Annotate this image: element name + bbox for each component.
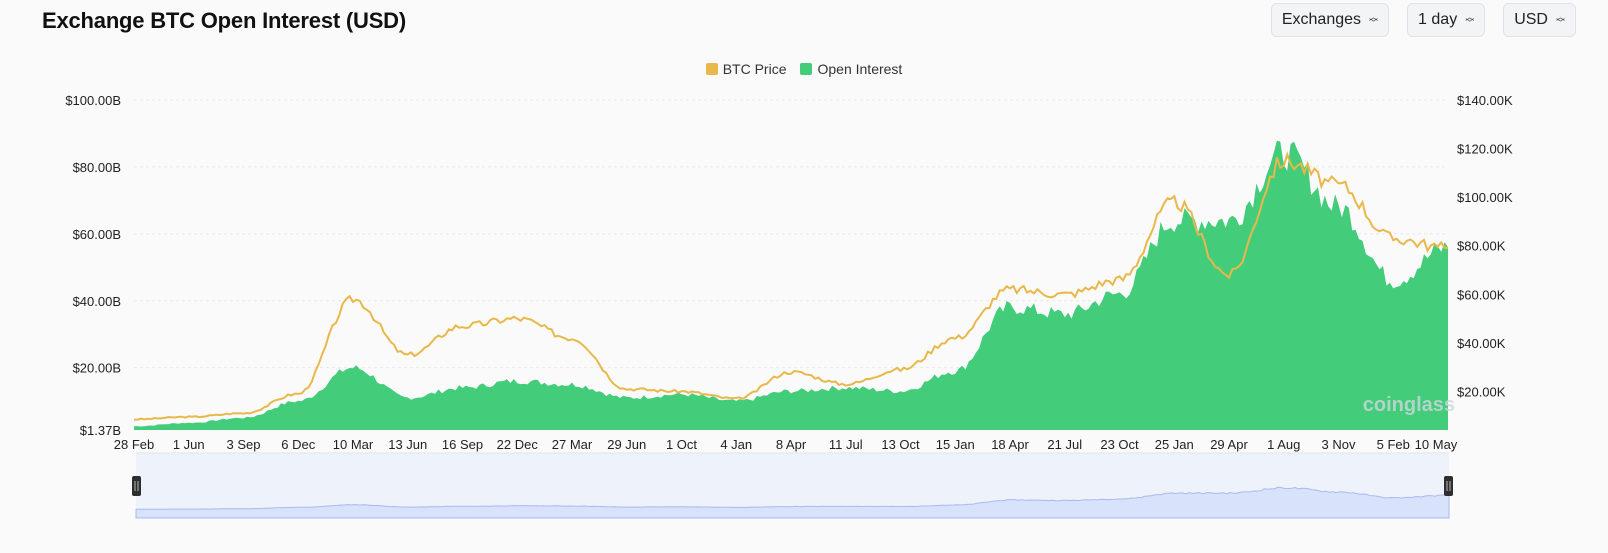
grid-lines [134, 99, 1448, 369]
x-axis-tick-label: 8 Apr [776, 437, 807, 452]
x-axis-tick-label: 1 Jun [173, 437, 205, 452]
chart-controls: Exchanges ︿ ﹀ 1 day ︿ ﹀ USD ︿ ﹀ [1270, 3, 1576, 37]
left-axis-tick-label: $1.37B [80, 423, 121, 438]
x-axis-tick-label: 5 Feb [1377, 437, 1410, 452]
legend-label-btc-price: BTC Price [722, 61, 787, 77]
x-axis-tick-label: 10 Mar [333, 437, 374, 452]
left-axis-tick-label: $60.00B [73, 227, 121, 242]
btc-price-line [133, 151, 1449, 421]
x-axis-tick-label: 6 Dec [281, 437, 315, 452]
chart-legend: BTC Price Open Interest [0, 61, 1608, 77]
right-axis-tick-label: $100.00K [1457, 190, 1513, 205]
plot-area [133, 140, 1449, 430]
x-axis-tick-label: 29 Jun [607, 437, 646, 452]
exchanges-select[interactable]: Exchanges ︿ ﹀ [1270, 3, 1390, 37]
exchanges-select-value: Exchanges [1281, 11, 1362, 28]
x-axis-tick-label: 29 Apr [1210, 437, 1248, 452]
interval-select[interactable]: 1 day ︿ ﹀ [1407, 3, 1486, 37]
legend-item-btc-price[interactable]: BTC Price [705, 61, 787, 77]
right-axis-tick-label: $20.00K [1457, 384, 1506, 399]
x-axis-tick-label: 23 Oct [1100, 437, 1139, 452]
x-axis-tick-label: 21 Jul [1047, 437, 1082, 452]
watermark-text: coinglass [1363, 394, 1455, 416]
interval-select-value: 1 day [1418, 11, 1458, 28]
page-title: Exchange BTC Open Interest (USD) [42, 8, 406, 33]
x-axis-tick-label: 3 Sep [227, 437, 261, 452]
currency-select[interactable]: USD ︿ ﹀ [1503, 3, 1576, 37]
right-axis-tick-label: $80.00K [1457, 239, 1506, 254]
legend-swatch-btc-price [705, 63, 718, 75]
left-axis-tick-label: $100.00B [65, 93, 121, 108]
updown-chevron-icon: ︿ ﹀ [1369, 12, 1379, 28]
x-axis-tick-label: 25 Jan [1155, 437, 1194, 452]
right-y-axis: $140.00K $120.00K $100.00K $80.00K $60.00K $4… [1457, 93, 1513, 399]
open-interest-area [134, 140, 1448, 430]
right-axis-tick-label: $60.00K [1457, 287, 1506, 302]
left-y-axis: $100.00B $80.00B $60.00B $40.00B $20.00B $1.3… [65, 93, 121, 438]
left-axis-tick-label: $80.00B [73, 160, 121, 175]
currency-select-value: USD [1514, 11, 1548, 28]
legend-swatch-open-interest [800, 63, 813, 75]
x-axis-tick-label: 13 Jun [388, 437, 427, 452]
x-axis-tick-label: 1 Aug [1267, 437, 1300, 452]
navigator-handle-left[interactable] [132, 476, 141, 496]
x-axis-tick-label: 15 Jan [936, 437, 975, 452]
updown-chevron-icon: ︿ ﹀ [1465, 12, 1475, 28]
x-axis: 28 Feb 1 Jun 3 Sep 6 Dec 10 Mar 13 Jun 16 Sep 2… [114, 437, 1458, 452]
x-axis-tick-label: 18 Apr [991, 437, 1029, 452]
legend-item-open-interest[interactable]: Open Interest [800, 61, 902, 77]
left-axis-tick-label: $40.00B [73, 294, 121, 309]
x-axis-tick-label: 27 Mar [552, 437, 593, 452]
x-axis-tick-label: 13 Oct [881, 437, 920, 452]
legend-label-open-interest: Open Interest [817, 61, 903, 77]
x-axis-tick-label: 1 Oct [666, 437, 697, 452]
x-axis-tick-label: 11 Jul [829, 437, 863, 452]
x-axis-tick-label: 16 Sep [442, 437, 483, 452]
x-axis-tick-label: 3 Nov [1322, 437, 1356, 452]
range-navigator [132, 452, 1453, 519]
x-axis-tick-label: 10 May [1415, 437, 1458, 452]
x-axis-tick-label: 4 Jan [720, 437, 752, 452]
navigator-handle-right[interactable] [1444, 476, 1453, 496]
right-axis-tick-label: $140.00K [1457, 93, 1513, 108]
right-axis-tick-label: $40.00K [1457, 336, 1506, 351]
left-axis-tick-label: $20.00B [73, 361, 121, 376]
navigator-series [135, 486, 1450, 519]
updown-chevron-icon: ︿ ﹀ [1555, 12, 1565, 28]
x-axis-tick-label: 22 Dec [497, 437, 539, 452]
right-axis-tick-label: $120.00K [1457, 142, 1513, 157]
x-axis-tick-label: 28 Feb [114, 437, 154, 452]
